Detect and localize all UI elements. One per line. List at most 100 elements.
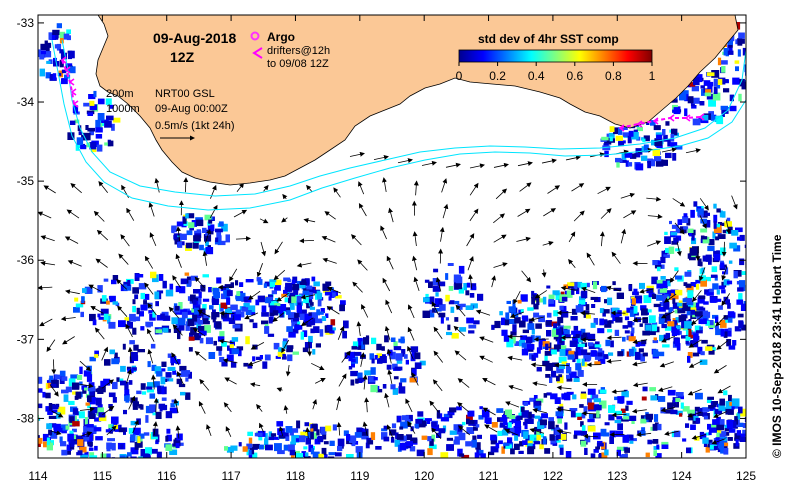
sst-pixel-patch <box>275 306 284 314</box>
sst-pixel-patch <box>575 305 584 313</box>
sst-pixel-patch <box>52 29 60 35</box>
sst-pixel-patch <box>633 129 638 134</box>
sst-pixel-patch <box>103 278 109 282</box>
sst-pixel-patch <box>150 448 158 454</box>
sst-pixel-patch <box>272 310 279 316</box>
current-vector-arrow <box>94 327 105 340</box>
sst-pixel-patch <box>162 315 171 321</box>
sst-pixel-patch <box>685 283 692 288</box>
sst-pixel-patch <box>560 345 567 350</box>
sst-pixel-patch <box>729 105 737 112</box>
sst-pixel-patch <box>552 290 560 296</box>
sst-pixel-patch <box>310 428 314 434</box>
sst-pixel-patch <box>398 338 405 343</box>
current-vector-arrow <box>357 181 365 195</box>
sst-pixel-patch <box>28 405 34 410</box>
sst-pixel-patch <box>118 427 126 433</box>
sst-pixel-patch <box>580 413 586 419</box>
sst-pixel-patch <box>192 314 198 322</box>
colorbar-tick-label: 0 <box>456 69 463 83</box>
current-vector-arrow <box>691 315 703 326</box>
sst-pixel-patch <box>89 432 94 441</box>
sst-pixel-patch <box>77 144 82 149</box>
sst-pixel-patch <box>247 305 256 313</box>
sst-pixel-patch <box>428 281 433 288</box>
sst-pixel-patch <box>82 288 87 293</box>
sst-pixel-patch <box>261 320 269 325</box>
current-vector-arrow <box>411 372 419 386</box>
sst-pixel-patch <box>192 299 197 305</box>
sst-pixel-patch <box>426 419 431 424</box>
sst-pixel-patch <box>300 331 304 340</box>
sst-pixel-patch <box>691 302 699 310</box>
sst-pixel-patch <box>465 441 473 447</box>
current-vector-arrow <box>150 374 156 390</box>
current-vector-arrow <box>250 342 265 350</box>
sst-pixel-patch <box>165 289 174 297</box>
sst-pixel-patch <box>558 444 564 448</box>
sst-pixel-patch <box>205 337 213 345</box>
sst-pixel-patch <box>458 287 464 294</box>
sst-pixel-patch <box>292 459 299 462</box>
sst-pixel-patch <box>687 409 695 414</box>
current-vector-arrow <box>412 231 418 247</box>
sst-pixel-patch <box>264 281 272 287</box>
sst-pixel-patch <box>678 330 682 335</box>
sst-pixel-patch <box>648 292 655 298</box>
sst-pixel-patch <box>185 242 193 249</box>
sst-pixel-patch <box>66 444 72 451</box>
sst-pixel-patch <box>292 317 300 322</box>
sst-pixel-patch <box>731 398 740 407</box>
sst-pixel-patch <box>449 414 453 419</box>
sst-pixel-patch <box>634 298 643 304</box>
sst-pixel-patch <box>555 411 564 417</box>
credit-text: © IMOS 10-Sep-2018 23:41 Hobart Time <box>770 234 784 458</box>
sst-pixel-patch <box>684 297 693 303</box>
sst-pixel-patch <box>593 318 599 325</box>
sst-pixel-patch <box>212 309 216 314</box>
sst-pixel-patch <box>727 302 731 309</box>
sst-pixel-patch <box>710 296 717 303</box>
current-vector-arrow <box>333 187 341 198</box>
sst-pixel-patch <box>615 317 623 323</box>
sst-pixel-patch <box>642 352 648 357</box>
sst-pixel-patch <box>568 350 575 355</box>
sst-pixel-patch <box>601 354 609 360</box>
sst-pixel-patch <box>724 267 729 275</box>
sst-pixel-patch <box>553 323 557 331</box>
sst-pixel-patch <box>466 317 474 324</box>
sst-pixel-patch <box>401 349 406 357</box>
sst-pixel-patch <box>230 282 234 288</box>
sst-pixel-patch <box>566 290 573 298</box>
sst-pixel-patch <box>179 233 187 240</box>
sst-pixel-patch <box>508 319 517 324</box>
sst-pixel-patch <box>545 362 553 371</box>
sst-pixel-patch <box>95 134 103 139</box>
sst-pixel-patch <box>628 415 637 421</box>
sst-pixel-patch <box>156 451 162 458</box>
sst-pixel-patch <box>147 382 154 388</box>
current-vector-arrow <box>672 198 686 207</box>
sst-pixel-patch <box>712 231 716 239</box>
sst-pixel-patch <box>687 355 691 363</box>
sst-pixel-patch <box>310 448 315 455</box>
sst-pixel-patch <box>677 302 683 307</box>
sst-pixel-patch <box>171 227 175 234</box>
sst-pixel-patch <box>108 424 112 428</box>
sst-pixel-patch <box>141 391 147 395</box>
sst-pixel-patch <box>49 74 56 80</box>
sst-pixel-patch <box>106 445 111 452</box>
current-vector-arrow <box>199 378 210 391</box>
sst-pixel-patch <box>713 250 720 257</box>
sst-pixel-patch <box>261 312 269 317</box>
sst-pixel-patch <box>289 292 296 298</box>
sst-pixel-patch <box>652 423 658 431</box>
sst-pixel-patch <box>316 429 320 436</box>
sst-pixel-patch <box>641 308 648 316</box>
current-vector-arrow <box>699 215 707 229</box>
sst-pixel-patch <box>735 66 739 72</box>
current-vector-arrow <box>64 236 79 244</box>
current-vector-arrow <box>632 361 647 367</box>
sst-pixel-patch <box>541 413 548 419</box>
sst-pixel-patch <box>216 346 223 351</box>
